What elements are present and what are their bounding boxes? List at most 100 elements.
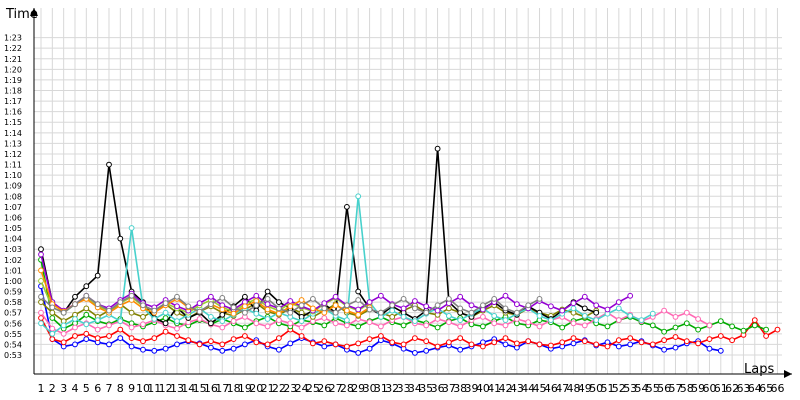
- data-point: [72, 301, 78, 308]
- data-point: [378, 333, 384, 339]
- data-point: [502, 292, 509, 299]
- data-point: [502, 335, 509, 342]
- data-point: [60, 339, 67, 346]
- data-point: [128, 309, 135, 316]
- data-point: [423, 303, 430, 310]
- data-point: [72, 324, 78, 331]
- y-tick-label: 1:06: [4, 214, 22, 223]
- data-point: [536, 341, 543, 348]
- x-axis-arrow: [784, 370, 792, 378]
- data-point: [389, 339, 396, 346]
- data-point: [253, 302, 260, 309]
- data-point: [49, 330, 56, 337]
- data-point: [615, 299, 622, 306]
- data-point: [242, 303, 248, 310]
- data-point: [378, 292, 384, 299]
- data-point: [468, 302, 475, 309]
- data-point: [208, 314, 214, 320]
- data-point: [94, 335, 101, 342]
- data-point: [242, 341, 248, 348]
- y-tick-label: 1:21: [4, 55, 22, 64]
- data-point: [695, 340, 701, 347]
- data-point: [717, 333, 724, 339]
- data-point: [264, 316, 271, 322]
- data-point: [491, 339, 498, 346]
- data-point: [638, 317, 645, 324]
- data-point: [72, 293, 78, 300]
- data-point: [287, 340, 294, 347]
- data-point: [672, 314, 679, 320]
- data-point: [536, 313, 543, 319]
- data-point: [355, 297, 362, 303]
- x-tick-label: 3: [60, 382, 67, 395]
- data-point: [615, 317, 622, 324]
- y-tick-label: 0:54: [4, 340, 22, 349]
- data-point: [615, 305, 622, 312]
- data-point: [60, 322, 67, 329]
- data-point: [253, 310, 260, 317]
- x-tick-label: 64: [748, 382, 762, 395]
- y-tick-label: 1:23: [4, 34, 22, 43]
- data-point: [310, 305, 316, 312]
- x-tick-label: 44: [521, 382, 535, 395]
- data-point: [570, 300, 577, 307]
- data-point: [162, 320, 169, 327]
- data-point: [366, 319, 373, 326]
- data-point: [332, 302, 339, 309]
- data-point: [219, 318, 226, 325]
- data-point: [185, 303, 192, 310]
- data-point: [627, 313, 634, 319]
- data-point: [581, 338, 588, 345]
- data-point: [287, 303, 294, 310]
- x-tick-label: 42: [499, 382, 513, 395]
- x-tick-label: 53: [623, 382, 637, 395]
- data-point: [457, 317, 464, 324]
- data-point: [457, 335, 464, 342]
- data-point: [128, 335, 135, 342]
- data-point: [287, 309, 294, 316]
- data-point: [83, 292, 90, 299]
- x-tick-label: 16: [204, 382, 218, 395]
- data-point: [457, 346, 464, 353]
- data-point: [536, 323, 543, 330]
- x-tick-label: 41: [487, 382, 501, 395]
- data-point: [174, 333, 180, 339]
- data-point: [400, 305, 407, 312]
- data-point: [570, 320, 577, 327]
- data-point: [457, 323, 464, 330]
- y-tick-label: 1:22: [4, 44, 22, 53]
- data-point: [355, 350, 362, 356]
- x-tick-label: 31: [374, 382, 388, 395]
- data-point: [355, 193, 362, 200]
- series-11: [38, 292, 543, 316]
- data-point: [423, 322, 430, 329]
- x-tick-label: 21: [261, 382, 275, 395]
- x-tick-label: 46: [544, 382, 558, 395]
- data-point: [208, 344, 214, 351]
- data-point: [717, 347, 724, 354]
- y-tick-label: 1:15: [4, 118, 22, 127]
- data-point: [106, 161, 112, 168]
- data-point: [661, 307, 667, 314]
- data-point: [423, 347, 430, 354]
- data-point: [729, 323, 735, 330]
- data-point: [219, 341, 226, 348]
- data-point: [321, 343, 328, 350]
- x-tick-label: 20: [249, 382, 263, 395]
- data-point: [355, 311, 362, 318]
- data-point: [38, 299, 44, 306]
- x-tick-label: 4: [72, 382, 79, 395]
- data-point: [502, 317, 509, 324]
- data-point: [196, 300, 203, 307]
- y-tick-label: 1:05: [4, 224, 22, 233]
- data-point: [355, 340, 362, 347]
- data-point: [649, 341, 656, 348]
- data-point: [321, 315, 328, 321]
- data-point: [480, 343, 486, 350]
- data-point: [298, 302, 305, 309]
- data-point: [570, 335, 577, 342]
- data-point: [230, 304, 237, 311]
- x-tick-label: 1: [38, 382, 45, 395]
- y-tick-label: 1:13: [4, 139, 22, 148]
